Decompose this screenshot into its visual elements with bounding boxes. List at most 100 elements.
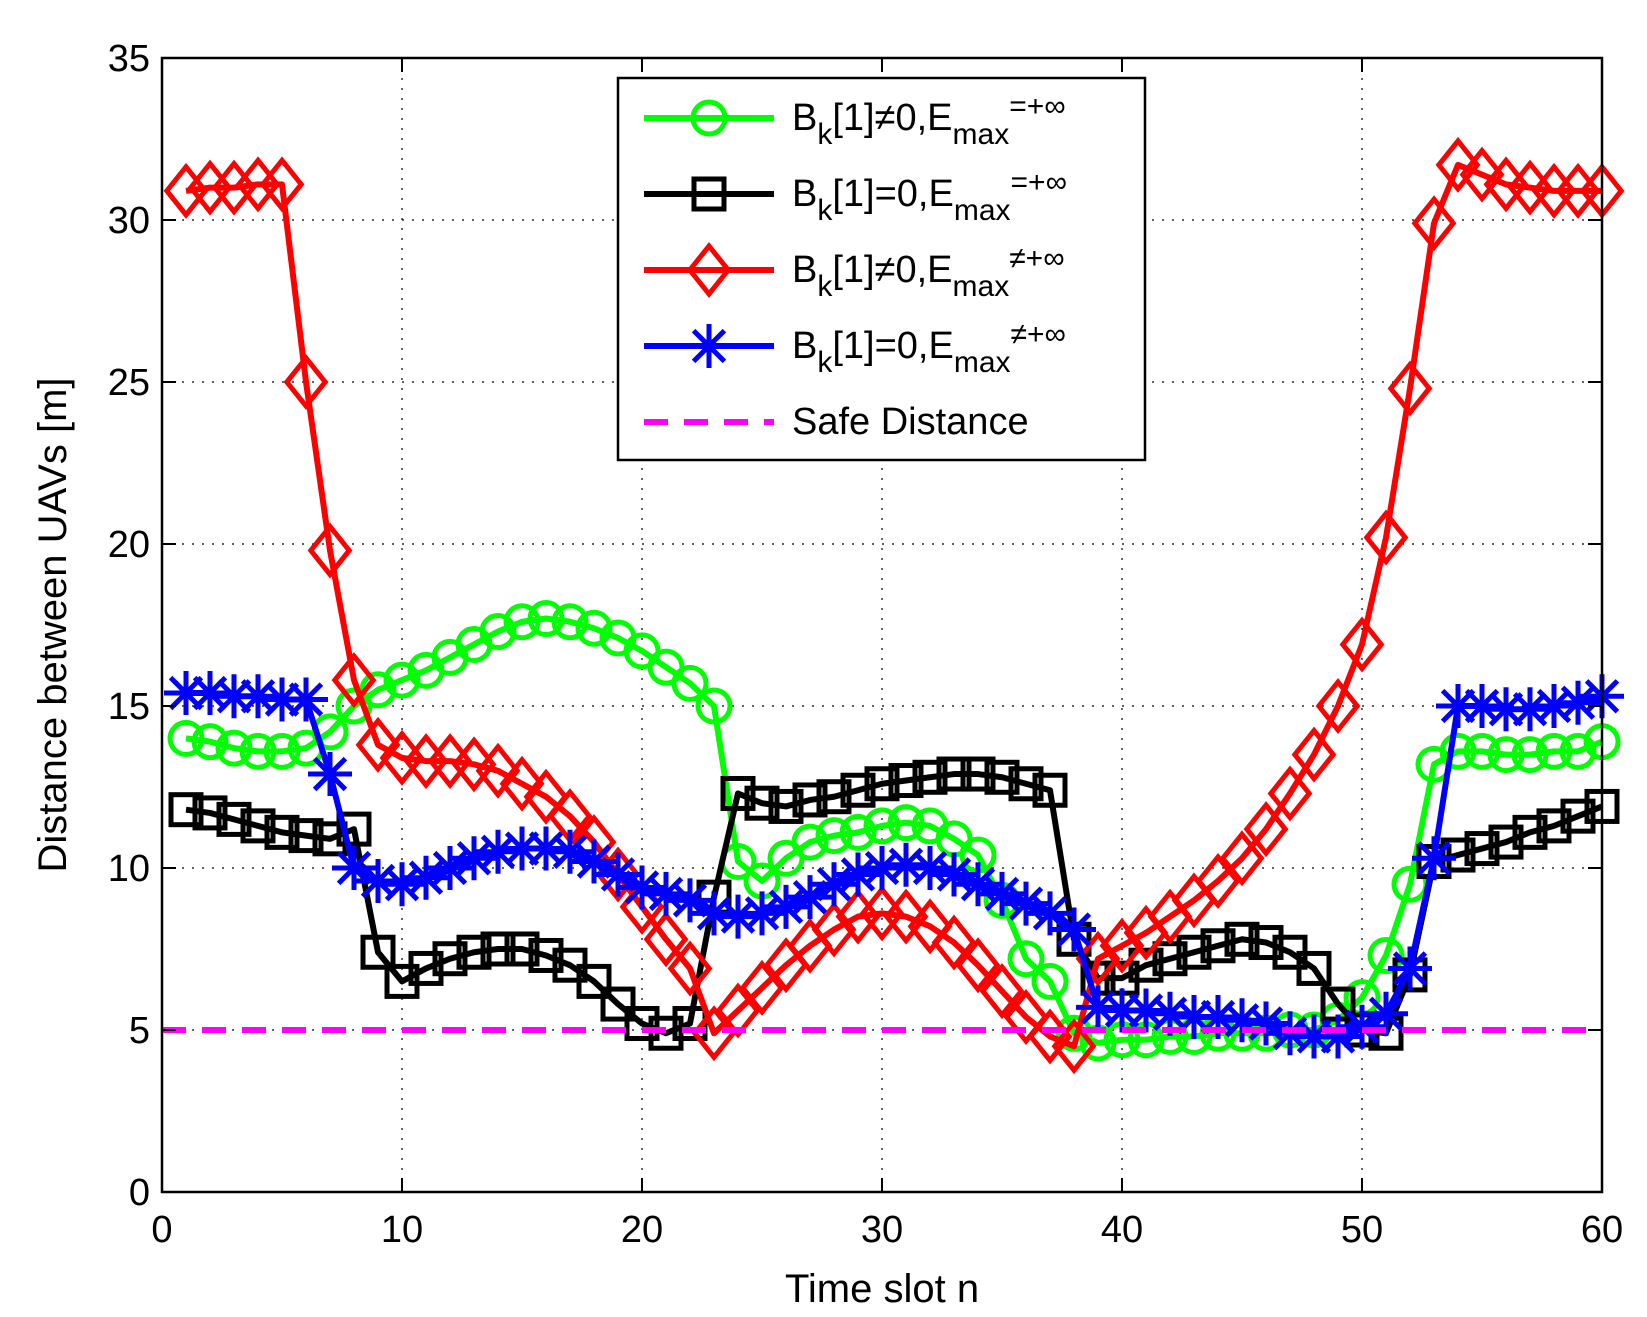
data-point — [648, 1015, 684, 1051]
data-point — [1532, 684, 1576, 728]
data-point — [1051, 1018, 1097, 1075]
data-point — [955, 937, 1001, 994]
data-point — [1292, 1014, 1336, 1059]
data-point — [1440, 837, 1476, 873]
data-point — [480, 931, 516, 967]
data-point — [523, 768, 569, 825]
data-point — [768, 788, 804, 824]
series-line — [185, 615, 1604, 1046]
data-point — [956, 862, 1000, 907]
data-point — [671, 664, 709, 702]
data-point — [836, 852, 880, 897]
data-point — [192, 795, 228, 831]
data-point — [1220, 998, 1264, 1043]
data-point — [1316, 1014, 1360, 1059]
data-point — [667, 940, 713, 997]
data-point — [1243, 801, 1289, 858]
x-tick-label: 30 — [861, 1209, 903, 1251]
legend-label: Safe Distance — [792, 401, 1029, 443]
data-point — [668, 878, 712, 923]
data-point — [1463, 732, 1501, 770]
data-point — [1508, 687, 1552, 732]
data-point — [479, 612, 517, 650]
data-point — [260, 677, 304, 722]
data-point — [740, 891, 784, 936]
data-point — [308, 752, 352, 797]
data-point — [572, 839, 616, 884]
data-point — [908, 846, 952, 890]
data-point — [1511, 736, 1549, 774]
data-point — [548, 829, 592, 874]
data-point — [1032, 772, 1068, 808]
data-point — [500, 826, 544, 871]
data-point — [960, 756, 996, 792]
data-point — [191, 723, 229, 761]
data-point — [1219, 830, 1265, 887]
data-point — [168, 792, 204, 828]
legend-item: Bk[1]≠0,Emax=+∞ — [644, 90, 1066, 151]
data-point — [575, 609, 613, 647]
data-point — [643, 911, 689, 968]
data-point — [576, 963, 612, 999]
data-point — [815, 817, 853, 855]
data-point — [528, 937, 564, 973]
data-point — [816, 779, 852, 815]
data-point — [263, 732, 301, 770]
data-point — [1200, 928, 1236, 964]
x-tick-label: 20 — [621, 1209, 663, 1251]
data-point — [812, 862, 856, 907]
data-point — [791, 823, 829, 861]
data-point — [380, 862, 424, 907]
legend-label: Bk[1]=0,Emax≠+∞ — [792, 318, 1066, 379]
data-point — [1459, 146, 1505, 203]
data-point — [691, 1005, 737, 1062]
data-point — [788, 875, 832, 920]
data-point — [164, 671, 208, 716]
data-point — [451, 736, 497, 793]
data-point — [1487, 736, 1525, 774]
data-point — [332, 846, 376, 890]
data-point — [720, 775, 756, 811]
y-axis-label: Distance between UAVs [m] — [31, 377, 75, 872]
data-point — [764, 884, 808, 929]
data-point — [1296, 950, 1332, 986]
data-point — [359, 671, 397, 709]
legend: Bk[1]≠0,Emax=+∞ Bk[1]=0,Emax=+∞ Bk[1]≠0,Em… — [616, 76, 1147, 462]
data-point — [336, 811, 372, 847]
data-point — [984, 759, 1020, 795]
data-point — [527, 600, 565, 638]
data-point — [1460, 684, 1504, 728]
data-point — [1291, 726, 1337, 783]
series-3 — [163, 136, 1625, 1075]
data-point — [1560, 798, 1596, 834]
data-point — [932, 852, 976, 897]
data-point — [979, 963, 1025, 1020]
legend-item: Bk[1]=0,Emax≠+∞ — [644, 318, 1066, 379]
data-point — [1363, 509, 1409, 566]
y-tick-label: 20 — [108, 524, 150, 566]
data-point — [355, 716, 401, 773]
ticks — [161, 57, 1603, 1193]
data-point — [839, 813, 877, 851]
data-point — [1559, 732, 1597, 770]
x-tick-label: 50 — [1341, 1209, 1383, 1251]
data-point — [264, 814, 300, 850]
data-point — [863, 807, 901, 845]
data-point — [1007, 940, 1045, 978]
series-4 — [164, 671, 1624, 1059]
data-point — [499, 755, 545, 812]
data-point — [383, 661, 421, 699]
data-point — [284, 677, 328, 722]
data-point — [840, 772, 876, 808]
data-point — [360, 934, 396, 970]
data-point — [216, 801, 252, 837]
legend-marker — [690, 99, 728, 137]
data-point — [239, 732, 277, 770]
data-point — [695, 687, 733, 725]
data-point — [1484, 687, 1528, 732]
data-point — [1003, 989, 1049, 1046]
data-point — [1387, 360, 1433, 417]
data-point — [887, 804, 925, 842]
data-point — [1439, 732, 1477, 770]
